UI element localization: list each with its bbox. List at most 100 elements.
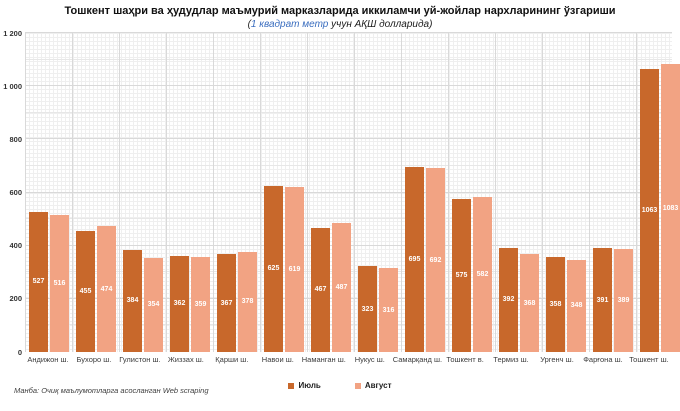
x-category-label: Тошкент ш. — [629, 355, 669, 364]
bar-july: 467 — [311, 227, 330, 352]
bar-july: 527 — [29, 211, 48, 352]
plot-area: 527 516 455 474 384 354 362 359 367 378 625 619 467 4… — [25, 32, 680, 352]
bar-value-label: 362 — [173, 300, 186, 308]
y-tick-label: 0 — [17, 347, 22, 357]
bar-july: 323 — [358, 266, 377, 352]
chart-title: Тошкент шаҳри ва ҳудудлар маъмурий марка… — [64, 5, 616, 17]
bar-group: 367 378 — [213, 33, 260, 352]
bar-value-label: 487 — [335, 283, 348, 291]
gridline — [25, 218, 672, 220]
bar-value-label: 392 — [502, 296, 515, 304]
bar-august: 1083 — [661, 64, 680, 352]
bar-group: 527 516 — [25, 33, 72, 352]
bar-value-label: 619 — [288, 266, 301, 274]
bar-august: 619 — [285, 187, 304, 352]
y-tick-label: 1 200 — [3, 28, 22, 38]
bar-value-label: 391 — [596, 296, 609, 304]
bar-august: 354 — [144, 257, 163, 352]
y-tick-label: 400 — [9, 241, 22, 251]
gridline — [25, 32, 672, 33]
y-axis: 0 200 400 600 800 1 000 1 200 — [0, 0, 22, 411]
bar-group: 575 582 — [448, 33, 495, 352]
gridline — [25, 191, 672, 193]
source-note: Манба: Очиқ маълумотларга асосланган Web… — [14, 386, 209, 395]
bar-value-label: 354 — [147, 301, 160, 309]
legend-label-august: Август — [364, 381, 392, 390]
bar-value-label: 1063 — [641, 207, 658, 215]
bar-value-label: 474 — [100, 285, 113, 293]
subtitle-highlight: 1 квадрат метр — [250, 19, 329, 30]
bar-july: 358 — [546, 256, 565, 352]
bar-value-label: 367 — [220, 299, 233, 307]
bar-july: 1063 — [640, 69, 659, 352]
x-category-label: Нукус ш. — [354, 355, 385, 364]
chart-subtitle: (1 квадрат метр учун АҚШ долларида) — [0, 19, 680, 30]
x-category-label: Бухоро ш. — [76, 355, 112, 364]
bar-value-label: 359 — [194, 300, 207, 308]
bar-july: 362 — [170, 255, 189, 352]
bar-july: 392 — [499, 247, 518, 352]
bar-august: 378 — [238, 251, 257, 352]
y-tick-label: 800 — [9, 134, 22, 144]
bar-group: 392 368 — [495, 33, 542, 352]
subtitle-open-paren: ( — [247, 19, 251, 30]
august-series-marker-icon — [354, 382, 361, 389]
bar-july: 391 — [593, 248, 612, 352]
gridline — [25, 85, 672, 87]
bar-value-label: 695 — [408, 256, 421, 264]
bar-value-label: 527 — [32, 278, 45, 286]
bar-group: 455 474 — [72, 33, 119, 352]
legend-item-july: Июль — [288, 381, 321, 390]
bar-value-label: 516 — [53, 279, 66, 287]
bar-august: 487 — [332, 222, 351, 352]
bar-group: 1063 1083 — [636, 33, 680, 352]
bar-value-label: 575 — [455, 272, 468, 280]
x-category-label: Наманган ш. — [301, 355, 346, 364]
bar-group: 625 619 — [260, 33, 307, 352]
bar-july: 367 — [217, 254, 236, 352]
legend-label-july: Июль — [298, 381, 321, 390]
bar-group: 391 389 — [589, 33, 636, 352]
subtitle-close-paren: ) — [429, 19, 433, 30]
x-axis: Андижон ш. Бухоро ш. Гулистон ш. Жиззах ш. Қ… — [25, 355, 672, 364]
bar-august: 359 — [191, 256, 210, 352]
bar-august: 474 — [97, 226, 116, 352]
x-category-label: Самарқанд ш. — [392, 355, 443, 364]
bar-group: 695 692 — [401, 33, 448, 352]
bar-july: 575 — [452, 199, 471, 352]
bar-value-label: 378 — [241, 298, 254, 306]
bar-august: 389 — [614, 248, 633, 352]
gridline — [25, 138, 672, 140]
x-category-label: Навои ш. — [261, 355, 294, 364]
gridline — [25, 111, 672, 113]
bar-value-label: 389 — [617, 296, 630, 304]
bar-august: 368 — [520, 254, 539, 352]
bar-value-label: 384 — [126, 297, 139, 305]
bar-july: 695 — [405, 167, 424, 352]
x-category-label: Фарғона ш. — [583, 355, 623, 364]
bar-august: 348 — [567, 259, 586, 352]
bar-value-label: 692 — [429, 256, 442, 264]
bar-value-label: 323 — [361, 305, 374, 313]
bar-value-label: 316 — [382, 306, 395, 314]
x-category-label: Термиз ш. — [493, 355, 529, 364]
legend: Июль Август — [0, 381, 680, 390]
x-category-label: Гулистон ш. — [119, 355, 161, 364]
bar-value-label: 582 — [476, 271, 489, 279]
bar-value-label: 348 — [570, 302, 583, 310]
bar-august: 582 — [473, 197, 492, 352]
y-tick-label: 1 000 — [3, 81, 22, 91]
bar-august: 516 — [50, 214, 69, 352]
bar-groups: 527 516 455 474 384 354 362 359 367 378 625 619 467 4… — [25, 33, 680, 352]
bar-july: 625 — [264, 185, 283, 352]
bar-group: 467 487 — [307, 33, 354, 352]
bar-august: 316 — [379, 268, 398, 352]
bar-value-label: 368 — [523, 299, 536, 307]
bar-value-label: 358 — [549, 300, 562, 308]
bar-value-label: 625 — [267, 265, 280, 273]
x-category-label: Жиззах ш. — [167, 355, 204, 364]
bar-value-label: 467 — [314, 286, 327, 294]
bar-group: 323 316 — [354, 33, 401, 352]
bar-group: 358 348 — [542, 33, 589, 352]
